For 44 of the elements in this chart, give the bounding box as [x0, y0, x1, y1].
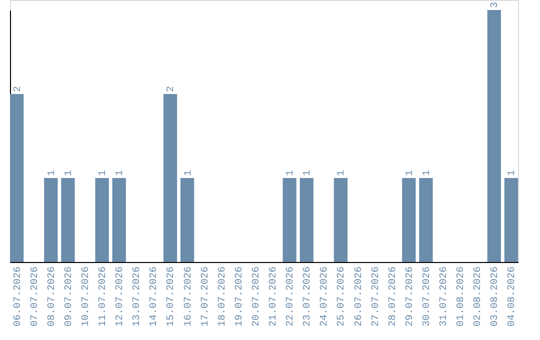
x-tick-label: 16.07.2026 [183, 266, 194, 327]
x-tick-label: 10.07.2026 [81, 266, 92, 327]
x-tick-label: 13.07.2026 [132, 266, 144, 327]
x-tick-label: 09.07.2026 [64, 266, 75, 327]
x-tick-label: 02.08.2026 [473, 266, 484, 327]
data-label: 1 [336, 170, 348, 176]
x-tick-label: 31.07.2026 [438, 266, 450, 327]
data-label: 1 [183, 170, 194, 176]
data-label: 1 [422, 170, 433, 176]
x-tick-label: 20.07.2026 [251, 266, 262, 327]
x-tick-label: 06.07.2026 [12, 266, 24, 327]
data-label: 3 [490, 2, 502, 8]
x-tick-label: 12.07.2026 [115, 266, 126, 327]
x-tick-label: 19.07.2026 [234, 266, 246, 327]
x-tick-label: 27.07.2026 [370, 266, 382, 327]
data-label: 2 [166, 86, 178, 92]
x-tick-label: 17.07.2026 [200, 266, 212, 327]
data-label: 1 [286, 170, 297, 176]
x-tick-label: 22.07.2026 [286, 266, 297, 327]
x-tick-label: 30.07.2026 [422, 266, 433, 327]
x-tick-label: 24.07.2026 [320, 266, 331, 327]
x-tick-label: 21.07.2026 [268, 266, 280, 327]
x-tick-label: 14.07.2026 [149, 266, 160, 327]
x-tick-label: 18.07.2026 [217, 266, 228, 327]
data-label: 1 [46, 170, 58, 176]
data-label: 2 [12, 86, 24, 92]
x-tick-label: 25.07.2026 [336, 266, 348, 327]
x-tick-label: 15.07.2026 [166, 266, 178, 327]
x-tick-label: 23.07.2026 [302, 266, 314, 327]
x-tick-label: 28.07.2026 [388, 266, 399, 327]
data-label: 1 [302, 170, 314, 176]
data-label: 1 [64, 170, 75, 176]
x-tick-label: 11.07.2026 [98, 266, 110, 327]
data-label: 1 [98, 170, 110, 176]
x-tick-label: 03.08.2026 [490, 266, 502, 327]
x-tick-label: 01.08.2026 [456, 266, 468, 327]
data-label: 1 [115, 170, 126, 176]
x-tick-label: 07.07.2026 [30, 266, 41, 327]
x-tick-label: 26.07.2026 [354, 266, 365, 327]
x-tick-label: 29.07.2026 [404, 266, 416, 327]
data-label: 1 [507, 170, 518, 176]
x-tick-label: 08.07.2026 [46, 266, 58, 327]
x-tick-label: 04.08.2026 [507, 266, 518, 327]
data-label: 1 [404, 170, 416, 176]
